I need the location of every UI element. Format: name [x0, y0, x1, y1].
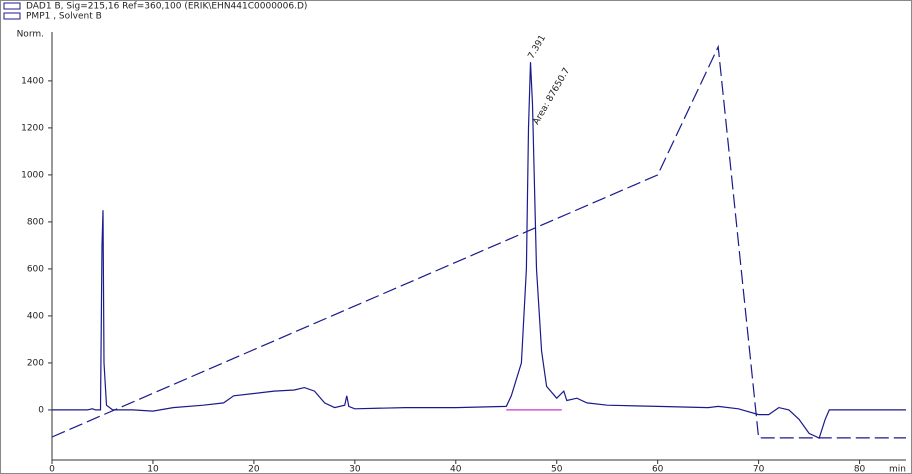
y-tick-label: 1200 [21, 123, 44, 133]
x-tick-label: 40 [450, 465, 462, 474]
y-tick-label: 200 [27, 358, 44, 368]
series-line [52, 62, 906, 439]
legend-label: PMP1 , Solvent B [26, 12, 102, 22]
y-tick-label: 800 [27, 217, 44, 227]
y-axis-label: Norm. [17, 30, 44, 40]
x-tick-label: 20 [248, 465, 260, 474]
series-line [51, 44, 906, 439]
legend-swatch [3, 12, 21, 20]
y-tick-label: 400 [27, 311, 44, 321]
x-tick-label: 70 [753, 465, 765, 474]
x-tick-label: 30 [349, 465, 361, 474]
x-tick-label: 0 [49, 465, 55, 474]
y-tick-label: 0 [38, 405, 44, 415]
legend-label: DAD1 B, Sig=215,16 Ref=360,100 (ERIK\EHN… [26, 2, 307, 12]
y-tick-label: 600 [27, 264, 44, 274]
x-tick-label: 10 [147, 465, 159, 474]
x-tick-label: 50 [551, 465, 563, 474]
x-axis-label: min [889, 465, 906, 474]
legend-swatch [3, 2, 21, 10]
x-tick-label: 80 [854, 465, 866, 474]
y-tick-label: 1000 [21, 170, 44, 180]
y-tick-label: 1400 [21, 76, 44, 86]
x-tick-label: 60 [652, 465, 664, 474]
